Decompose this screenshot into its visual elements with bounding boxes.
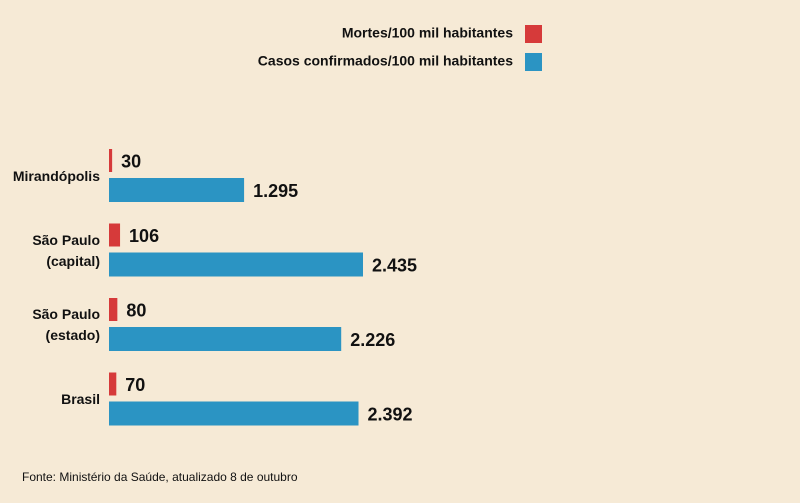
category-label-box: Mirandópolis	[12, 167, 100, 184]
value-label: 2.392	[368, 404, 413, 424]
category-label: São Paulo (capital)	[32, 231, 100, 269]
legend-label: Mortes/100 mil habitantes	[342, 25, 513, 41]
value-label: 70	[125, 375, 145, 395]
category-label-box: São Paulo (estado)	[32, 306, 100, 343]
value-label: 80	[126, 300, 146, 320]
legend-swatch	[525, 25, 542, 43]
value-label: 30	[121, 151, 141, 171]
bar	[109, 223, 121, 247]
source: Fonte: Ministério da Saúde, atualizado 8…	[22, 470, 298, 484]
legend-swatch	[525, 53, 542, 71]
value-label: 2.226	[350, 330, 395, 350]
bar	[109, 149, 113, 172]
category-label: São Paulo (estado)	[32, 306, 100, 343]
category-label-box: Brasil	[61, 391, 100, 407]
bar	[109, 178, 245, 202]
value-label: 2.435	[372, 255, 417, 275]
bar	[109, 401, 359, 426]
category-label: Mirandópolis	[12, 167, 100, 184]
bar	[109, 327, 342, 351]
value-label: 106	[129, 226, 159, 246]
bar	[109, 252, 363, 277]
bar	[109, 298, 118, 321]
bar	[109, 372, 117, 396]
category-label-box: São Paulo (capital)	[32, 231, 100, 269]
value-label: 1.295	[253, 181, 298, 201]
category-label: Brasil	[61, 391, 100, 407]
legend-label: Casos confirmados/100 mil habitantes	[258, 53, 513, 69]
